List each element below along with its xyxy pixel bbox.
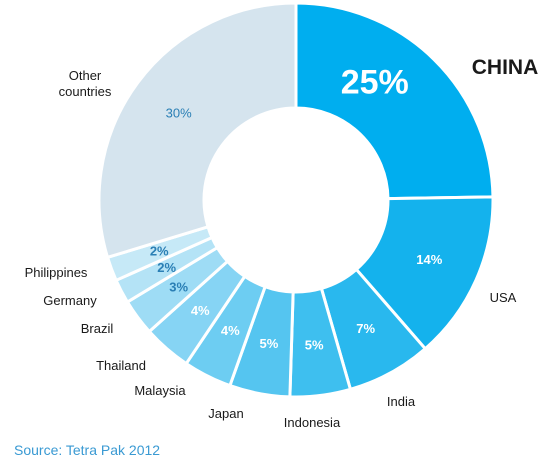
- value-label-japan: 5%: [260, 336, 279, 351]
- value-label-indonesia: 5%: [305, 337, 324, 352]
- value-label-malaysia: 4%: [221, 323, 240, 338]
- value-label-usa: 14%: [416, 252, 442, 267]
- category-label-indonesia: Indonesia: [284, 415, 341, 430]
- value-label-thailand: 4%: [191, 303, 210, 318]
- source-note: Source: Tetra Pak 2012: [14, 442, 161, 458]
- slice-china: [294, 1, 495, 201]
- category-label-china: CHINA: [472, 56, 539, 79]
- value-label-brazil: 3%: [169, 279, 188, 294]
- category-label-thailand: Thailand: [96, 358, 146, 373]
- value-label-india: 7%: [356, 321, 375, 336]
- value-label-philippines: 2%: [150, 244, 169, 259]
- value-label-germany: 2%: [157, 260, 176, 275]
- slice-other-countries: [97, 1, 298, 260]
- donut-chart: 25%14%7%5%5%4%4%3%2%2%30%CHINAUSAIndiaIn…: [25, 1, 539, 430]
- category-label-brazil: Brazil: [81, 321, 114, 336]
- category-label-germany: Germany: [43, 293, 97, 308]
- category-label-japan: Japan: [208, 406, 243, 421]
- category-label-other-countries: Other countries: [59, 68, 112, 99]
- category-label-malaysia: Malaysia: [134, 383, 186, 398]
- value-label-china: 25%: [341, 63, 409, 101]
- category-label-usa: USA: [490, 290, 517, 305]
- value-label-other-countries: 30%: [166, 106, 192, 121]
- category-label-india: India: [387, 394, 416, 409]
- category-label-philippines: Philippines: [25, 265, 88, 280]
